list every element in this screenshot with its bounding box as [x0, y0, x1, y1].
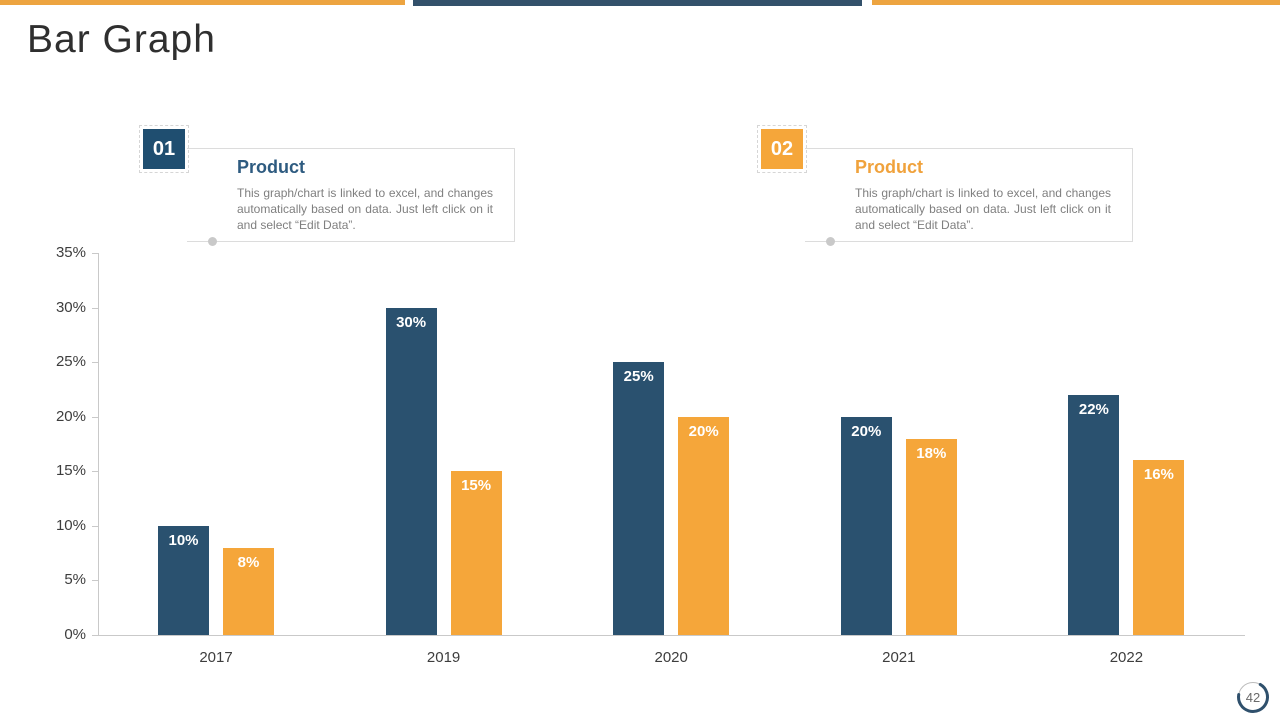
- y-tick-mark: [92, 525, 98, 527]
- bar-value-label: 22%: [1078, 400, 1109, 418]
- callout-02-body: This graph/chart is linked to excel, and…: [855, 186, 1111, 232]
- y-axis-label: 0%: [64, 626, 86, 643]
- bar-value-label: 20%: [688, 422, 719, 440]
- top-stripe-right: [872, 0, 1280, 5]
- y-tick-mark: [92, 635, 98, 636]
- bar-2020-series2[interactable]: 20%: [678, 416, 730, 635]
- x-axis-label: 2021: [882, 649, 916, 666]
- y-axis-label: 10%: [55, 516, 86, 534]
- y-axis-label: 35%: [55, 244, 86, 261]
- page-number-badge: 42: [1235, 679, 1271, 715]
- x-axis-label: 2022: [1109, 649, 1144, 666]
- bar-2022-series1[interactable]: 22%: [1068, 394, 1120, 635]
- bar-2020-series1[interactable]: 25%: [613, 362, 665, 635]
- page-title: Bar Graph: [27, 18, 216, 61]
- y-tick-mark: [92, 580, 98, 582]
- y-tick-mark: [92, 416, 98, 418]
- y-axis-line: [98, 253, 99, 635]
- bar-2021-series1[interactable]: 20%: [840, 416, 892, 635]
- connector-dot: [208, 237, 217, 246]
- x-axis-label: 2019: [426, 649, 461, 666]
- y-axis-label: 25%: [55, 353, 86, 371]
- y-axis-label: 15%: [55, 462, 86, 480]
- y-tick-mark: [92, 307, 98, 309]
- top-stripe-left: [0, 0, 405, 5]
- y-tick-mark: [92, 362, 98, 364]
- bar-value-label: 30%: [396, 313, 427, 331]
- bar-value-label: 15%: [461, 477, 492, 495]
- y-tick-mark: [92, 471, 98, 473]
- page-number: 42: [1245, 689, 1261, 705]
- connector-dot: [826, 237, 835, 246]
- y-axis-label: 30%: [55, 298, 86, 316]
- callout-01-number-badge: 01: [139, 125, 189, 173]
- x-axis-line: [98, 635, 1245, 636]
- bar-2017-series2[interactable]: 8%: [223, 547, 274, 635]
- x-axis-label: 2017: [199, 649, 233, 666]
- callout-02-number-badge: 02: [757, 125, 807, 173]
- bar-value-label: 8%: [237, 553, 260, 571]
- page-number-ring-icon: [1237, 682, 1269, 713]
- x-axis-label: 2020: [654, 649, 688, 666]
- callout-01-box: Product This graph/chart is linked to ex…: [187, 148, 515, 246]
- bar-2021-series2[interactable]: 18%: [905, 438, 957, 635]
- bar-2019-series2[interactable]: 15%: [450, 471, 502, 635]
- callout-02-box: Product This graph/chart is linked to ex…: [805, 148, 1133, 246]
- bar-chart[interactable]: 0% 5% 10% 15% 20% 25% 30% 35% 10% 8% 2017 30% 15% 201…: [40, 244, 1255, 685]
- bar-value-label: 10%: [168, 531, 199, 549]
- top-stripe-center: [413, 0, 862, 6]
- bar-value-label: 20%: [851, 422, 882, 440]
- bar-value-label: 25%: [623, 368, 654, 386]
- bar-value-label: 16%: [1143, 466, 1174, 484]
- callout-02-heading: Product: [855, 157, 924, 177]
- y-tick-mark: [92, 253, 98, 254]
- callout-01-body: This graph/chart is linked to excel, and…: [237, 186, 493, 232]
- bar-value-label: 18%: [916, 444, 947, 462]
- y-axis-label: 5%: [64, 571, 86, 589]
- callout-01-heading: Product: [237, 157, 306, 177]
- y-axis-label: 20%: [55, 407, 86, 425]
- bar-2022-series2[interactable]: 16%: [1133, 460, 1185, 635]
- bar-2019-series1[interactable]: 30%: [385, 307, 437, 635]
- bar-2017-series1[interactable]: 10%: [158, 525, 209, 635]
